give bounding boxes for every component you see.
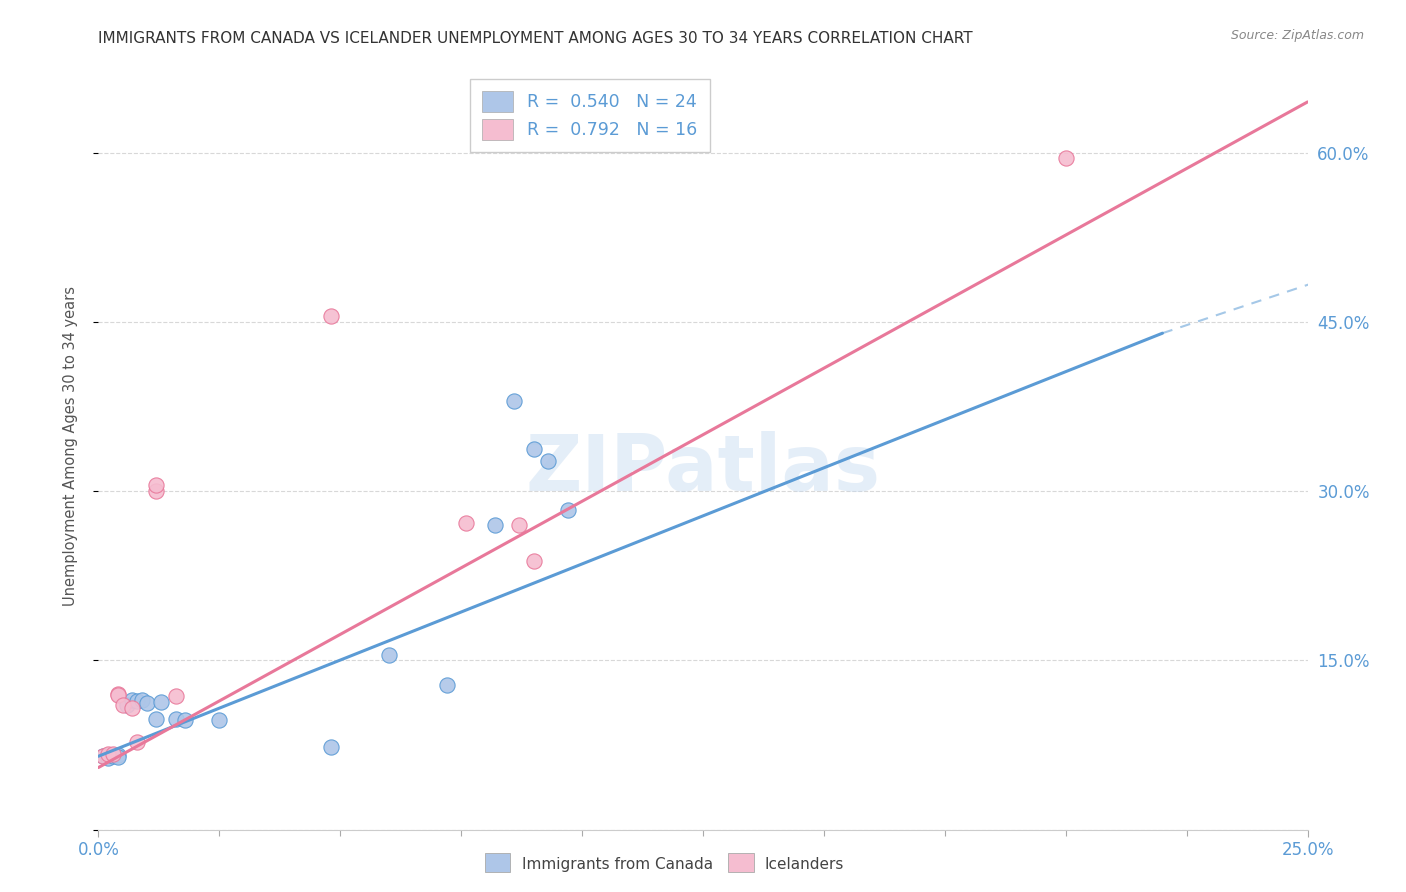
Point xyxy=(107,687,129,701)
Point xyxy=(557,503,579,517)
Point xyxy=(523,442,546,457)
Point xyxy=(319,310,342,324)
Point xyxy=(111,698,134,713)
Point xyxy=(145,478,167,492)
Point xyxy=(127,694,149,708)
Text: IMMIGRANTS FROM CANADA VS ICELANDER UNEMPLOYMENT AMONG AGES 30 TO 34 YEARS CORRE: IMMIGRANTS FROM CANADA VS ICELANDER UNEM… xyxy=(98,31,973,46)
Text: ZIPatlas: ZIPatlas xyxy=(526,431,880,507)
Point xyxy=(135,696,157,710)
Point xyxy=(145,484,167,499)
Point xyxy=(454,516,477,530)
Point xyxy=(91,749,114,764)
Point xyxy=(91,749,114,764)
Point xyxy=(97,751,120,765)
Text: Icelanders: Icelanders xyxy=(765,857,844,872)
Point xyxy=(121,700,143,714)
Point xyxy=(508,518,530,533)
Point xyxy=(150,695,173,709)
Point xyxy=(503,393,526,408)
Point xyxy=(319,740,342,755)
Point xyxy=(101,749,124,764)
Point xyxy=(165,712,187,726)
Point xyxy=(107,748,129,763)
Point xyxy=(145,712,167,726)
Point xyxy=(174,713,197,727)
Point xyxy=(97,749,120,764)
Point xyxy=(377,648,399,662)
Point xyxy=(121,693,143,707)
Point xyxy=(101,747,124,761)
Point xyxy=(208,713,231,727)
Point xyxy=(523,554,546,568)
Text: Source: ZipAtlas.com: Source: ZipAtlas.com xyxy=(1230,29,1364,42)
Point xyxy=(537,453,560,467)
Text: Immigrants from Canada: Immigrants from Canada xyxy=(522,857,713,872)
Point xyxy=(131,693,153,707)
Point xyxy=(436,678,458,692)
Point xyxy=(97,747,120,761)
Legend: R =  0.540   N = 24, R =  0.792   N = 16: R = 0.540 N = 24, R = 0.792 N = 16 xyxy=(470,78,710,153)
Point xyxy=(107,689,129,703)
Point xyxy=(165,690,187,704)
Y-axis label: Unemployment Among Ages 30 to 34 years: Unemployment Among Ages 30 to 34 years xyxy=(63,286,77,606)
Point xyxy=(1054,152,1077,166)
Point xyxy=(117,698,139,713)
Point xyxy=(484,518,506,533)
Point xyxy=(127,734,149,748)
Point xyxy=(107,750,129,764)
